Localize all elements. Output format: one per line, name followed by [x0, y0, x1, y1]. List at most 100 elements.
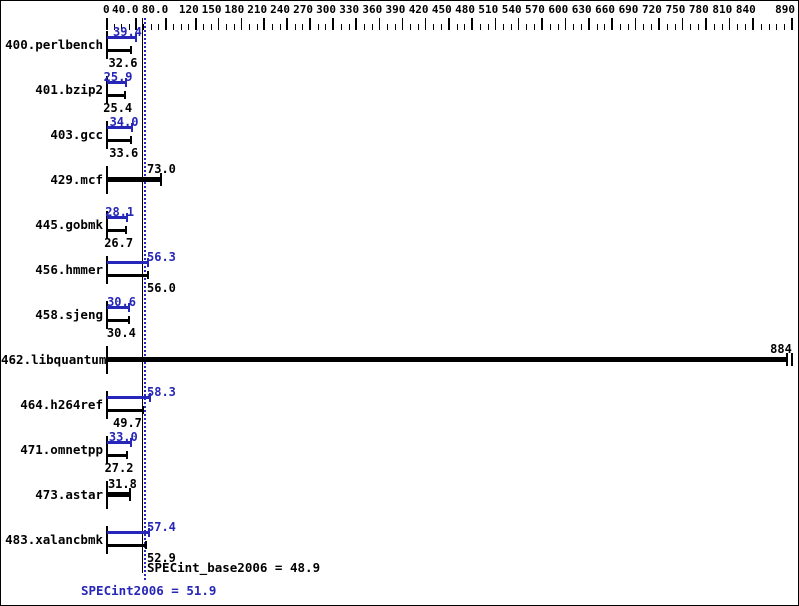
peak-value-label: 33.0	[108, 429, 138, 444]
axis-major-tick	[611, 18, 613, 30]
benchmark-name: 456.hmmer	[35, 261, 103, 277]
axis-tick-label: 690	[618, 3, 639, 16]
base-value-label: 25.4	[103, 100, 133, 115]
axis-minor-tick	[302, 24, 304, 30]
peak-value-label: 34.0	[109, 114, 139, 129]
axis-tick-label: 810	[712, 3, 733, 16]
axis-minor-tick	[150, 24, 152, 30]
bar-start-whisker	[105, 210, 108, 239]
axis-major-tick	[471, 18, 473, 30]
base-value-label: 33.6	[109, 145, 139, 160]
axis-minor-tick	[690, 24, 692, 30]
axis-minor-tick	[666, 24, 668, 30]
axis-minor-tick	[371, 24, 373, 30]
axis-major-tick	[588, 18, 590, 30]
base-bar	[107, 94, 126, 97]
base-value-label: 52.9	[147, 550, 176, 565]
peak-bar-endcap	[124, 78, 127, 87]
axis-minor-tick	[348, 24, 350, 30]
benchmark-name: 401.bzip2	[35, 81, 103, 97]
axis-minor-tick	[340, 24, 342, 30]
axis-minor-tick	[510, 24, 512, 30]
bar-start-whisker	[105, 30, 108, 59]
axis-tick-label: 40.0	[112, 3, 139, 16]
result-bar-endcap	[786, 353, 789, 366]
result-bar	[107, 177, 161, 182]
base-bar	[107, 319, 129, 322]
axis-minor-tick	[643, 24, 645, 30]
axis-minor-tick	[698, 24, 700, 30]
benchmark-name: 429.mcf	[50, 171, 103, 187]
axis-major-tick	[401, 18, 404, 30]
bar-start-whisker	[105, 435, 108, 464]
axis-minor-tick	[526, 24, 528, 30]
axis-major-tick	[658, 18, 660, 30]
axis-minor-tick	[279, 24, 281, 30]
axis-tick-label: 630	[571, 3, 592, 16]
axis-tick-label: 360	[362, 3, 383, 16]
axis-major-tick	[728, 18, 731, 30]
bar-start-whisker	[105, 120, 108, 149]
axis-major-tick	[564, 18, 567, 30]
axis-minor-tick	[651, 24, 653, 30]
benchmark-name: 464.h264ref	[20, 396, 103, 412]
axis-major-tick	[165, 18, 167, 30]
axis-tick-label: 270	[293, 3, 314, 16]
axis-major-tick	[263, 18, 265, 30]
axis-minor-tick	[433, 24, 435, 30]
base-value-label: 27.2	[104, 460, 134, 475]
peak-value-label: 57.4	[147, 519, 176, 534]
axis-tick-label: 720	[642, 3, 662, 16]
base-value-label: 49.7	[113, 415, 142, 430]
axis-tick-label: 390	[385, 3, 406, 16]
peak-bar	[107, 306, 130, 309]
bar-start-whisker	[105, 255, 108, 284]
peak-bar	[107, 441, 131, 444]
axis-major-tick	[286, 18, 288, 30]
axis-minor-tick	[503, 24, 505, 30]
axis-minor-tick	[417, 24, 419, 30]
peak-bar	[107, 531, 149, 534]
peak-bar	[107, 216, 128, 219]
benchmark-name: 400.perlbench	[5, 36, 103, 52]
axis-minor-tick	[768, 24, 770, 30]
bar-start-whisker	[105, 75, 108, 104]
result-value-label: 31.8	[107, 476, 137, 491]
benchmark-name: 471.omnetpp	[20, 441, 103, 457]
base-bar-endcap	[146, 270, 149, 279]
axis-minor-tick	[180, 24, 182, 30]
axis-minor-tick	[410, 24, 412, 30]
axis-major-tick	[309, 18, 311, 30]
base-bar-endcap	[130, 135, 133, 144]
peak-bar	[107, 261, 149, 264]
peak-bar-endcap	[126, 213, 129, 222]
axis-tick-label: 750	[665, 3, 686, 16]
axis-major-tick	[448, 18, 450, 30]
result-value-label: 73.0	[147, 161, 176, 176]
axis-major-tick	[705, 18, 707, 30]
peak-bar-endcap	[148, 393, 151, 402]
bar-start-whisker	[105, 480, 108, 509]
benchmark-name: 473.astar	[35, 486, 103, 502]
benchmark-name: 458.sjeng	[35, 306, 103, 322]
peak-value-label: 30.6	[107, 294, 136, 309]
axis-minor-tick	[114, 24, 116, 30]
axis-major-tick	[332, 18, 334, 30]
base-bar-endcap	[142, 405, 145, 414]
axis-minor-tick	[158, 24, 160, 30]
axis-minor-tick	[203, 24, 205, 30]
axis-minor-tick	[737, 24, 739, 30]
peak-mean-line	[143, 18, 146, 582]
axis-major-tick	[217, 18, 220, 30]
axis-major-tick	[378, 18, 381, 30]
peak-bar-endcap	[134, 33, 137, 42]
axis-major-tick	[424, 18, 427, 30]
axis-tick-label: 180	[224, 3, 245, 16]
bar-start-whisker	[105, 390, 108, 419]
axis-major-tick	[240, 18, 243, 30]
axis-minor-tick	[248, 24, 250, 30]
axis-minor-tick	[325, 24, 327, 30]
axis-minor-tick	[188, 24, 190, 30]
axis-minor-tick	[604, 24, 606, 30]
